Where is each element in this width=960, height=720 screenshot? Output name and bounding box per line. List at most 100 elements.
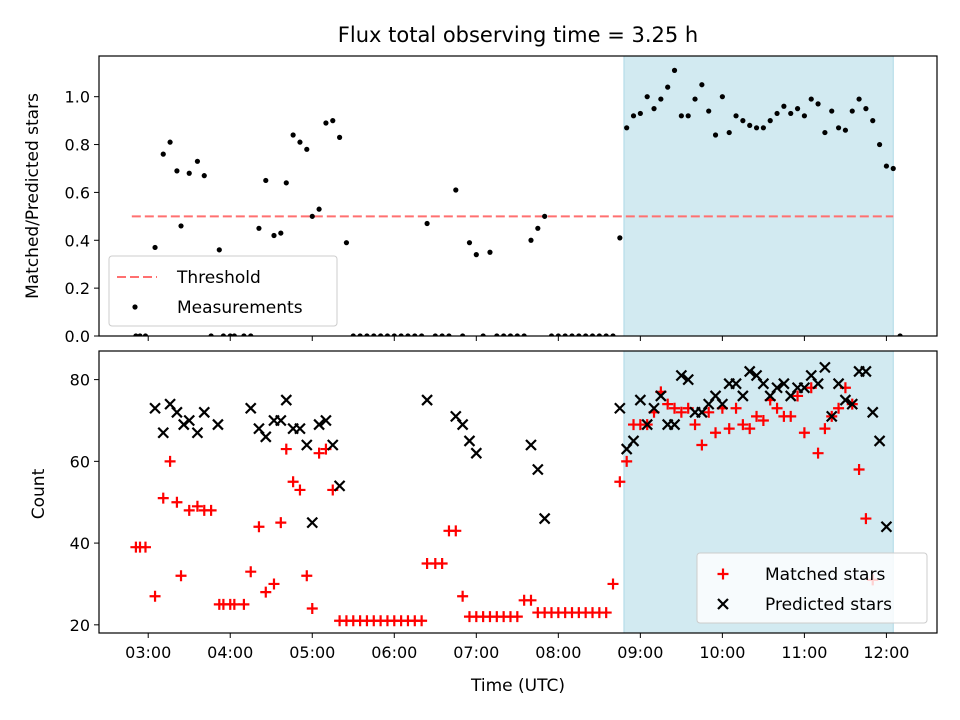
predicted-star-point: [470, 447, 483, 459]
legend-predicted-swatch: [717, 598, 729, 610]
measurement-point: [863, 106, 869, 112]
matched-star-point: [164, 455, 176, 467]
measurement-point: [446, 333, 452, 336]
predicted-star-point: [212, 418, 224, 431]
predicted-star-point: [183, 414, 196, 427]
measurement-point: [644, 94, 650, 100]
x-axis-label: Time (UTC): [470, 676, 565, 696]
matched-star-point: [268, 578, 280, 590]
ratio-y-tick-label: 0.2: [65, 279, 90, 298]
measurement-point: [658, 96, 664, 102]
matched-star-point: [744, 423, 756, 435]
measurement-point: [815, 101, 821, 107]
predicted-star-point: [280, 394, 293, 406]
measurement-point: [216, 247, 222, 253]
measurement-point: [304, 146, 310, 152]
matched-star-point: [669, 402, 681, 414]
measurement-point: [487, 249, 493, 255]
matched-star-point: [860, 513, 872, 525]
ratio-y-tick-label: 1.0: [65, 88, 90, 107]
measurement-point: [589, 333, 596, 336]
matched-star-point: [253, 521, 265, 533]
matched-star-point: [280, 443, 292, 455]
matched-star-point: [287, 476, 299, 488]
predicted-star-point: [456, 418, 469, 431]
predicted-star-point: [532, 463, 544, 476]
ratio-y-tick-label: 0.0: [65, 327, 90, 346]
legend-matched-swatch: [717, 568, 729, 580]
ratio-y-tick-label: 0.8: [65, 136, 90, 155]
matched-star-point: [294, 484, 306, 496]
predicted-star-point: [326, 439, 339, 451]
measurement-point: [583, 333, 589, 336]
matched-star-point: [662, 398, 674, 410]
measurement-point: [405, 333, 411, 336]
matched-star-point: [139, 541, 151, 553]
measurement-point: [466, 240, 473, 246]
measurement-point: [624, 125, 630, 131]
count-y-tick-label: 20: [70, 616, 90, 635]
matched-star-point: [600, 607, 612, 619]
matched-star-point: [757, 414, 769, 426]
legend-label: Matched stars: [765, 565, 885, 585]
predicted-star-point: [737, 390, 749, 402]
measurement-point: [412, 333, 418, 336]
measurement-point: [439, 333, 445, 336]
ratio-axes-frame: [98, 55, 938, 337]
measurement-point: [343, 240, 350, 246]
predicted-star-point: [648, 402, 660, 414]
matched-star-point: [416, 615, 428, 627]
measurement-point: [569, 333, 575, 336]
measurement-point: [419, 333, 425, 336]
predicted-star-point: [798, 382, 811, 394]
ratio-legend-box: [108, 255, 338, 327]
measurement-point: [133, 333, 139, 336]
measurement-point: [733, 113, 739, 119]
matched-star-point: [183, 504, 195, 516]
measurement-point: [603, 333, 609, 336]
measurement-point: [432, 333, 438, 336]
predicted-star-point: [771, 382, 783, 394]
matched-star-point: [149, 590, 161, 602]
measurement-point: [227, 333, 233, 336]
matched-star-point: [175, 570, 187, 582]
count-y-tick-label: 80: [70, 371, 90, 390]
predicted-star-point: [157, 426, 170, 439]
measurement-point: [870, 118, 876, 124]
x-tick-label: 04:00: [207, 643, 253, 662]
series-matched-stars: [130, 382, 879, 627]
measurement-point: [378, 333, 384, 336]
measurement-point: [424, 220, 430, 227]
measurement-point: [398, 333, 404, 336]
measurement-point: [753, 125, 760, 131]
matched-star-point: [792, 390, 804, 402]
predicted-star-point: [668, 418, 681, 431]
predicted-star-point: [682, 373, 694, 386]
predicted-star-point: [614, 402, 626, 414]
measurement-point: [256, 225, 262, 231]
count-legend-box: [696, 552, 928, 624]
count-y-tick-label: 60: [70, 452, 90, 471]
measurement-point: [767, 118, 773, 124]
measurement-point: [371, 333, 377, 336]
measurement-point: [897, 333, 903, 336]
matched-star-point: [436, 558, 448, 570]
measurement-point: [297, 139, 303, 145]
measurement-point: [201, 173, 207, 179]
ratio-y-tick-label: 0.6: [65, 183, 90, 202]
measurement-point: [271, 232, 277, 239]
measurement-point: [890, 165, 896, 172]
predicted-star-point: [244, 402, 257, 414]
measurement-point: [671, 67, 678, 73]
measurement-point: [357, 333, 363, 336]
predicted-star-point: [743, 365, 756, 378]
measurement-point: [835, 125, 842, 131]
ratio-y-axis-label: Matched/Predicted stars: [23, 93, 43, 299]
predicted-star-point: [171, 406, 183, 419]
measurement-point: [829, 108, 835, 114]
measurement-point: [651, 106, 657, 112]
measurement-point: [842, 127, 849, 133]
measurement-point: [220, 333, 227, 336]
measurement-point: [364, 333, 370, 336]
predicted-star-point: [421, 394, 433, 406]
